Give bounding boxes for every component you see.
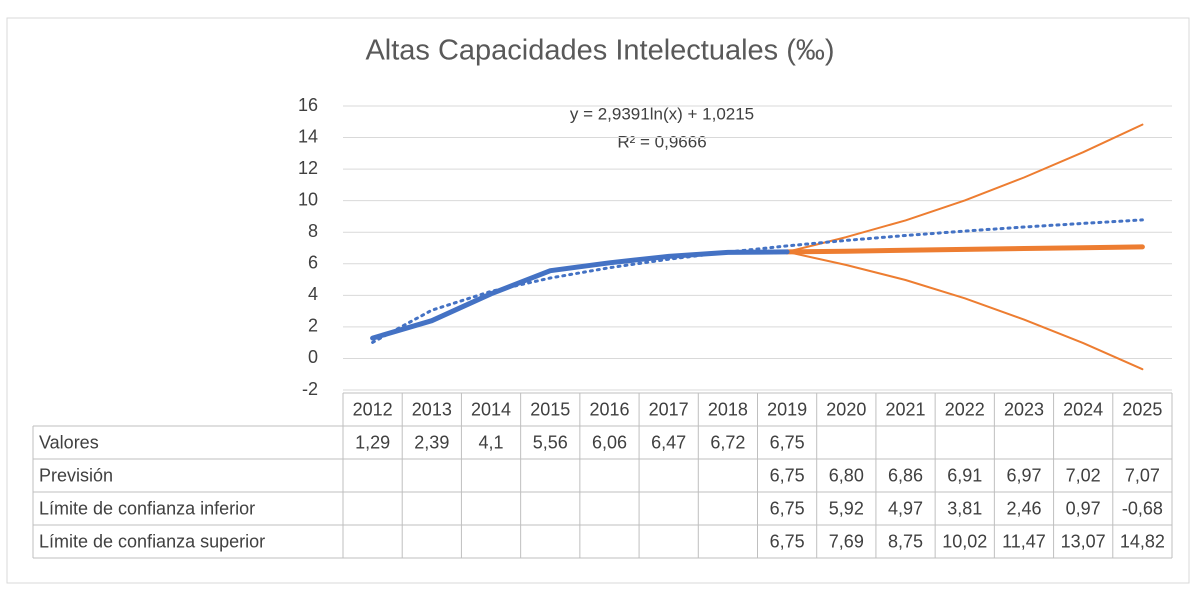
x-tick-label: 2020	[826, 399, 866, 419]
table-row-label: Valores	[39, 432, 99, 452]
y-tick-label: 10	[298, 189, 318, 209]
chart-title: Altas Capacidades Intelectuales (‰)	[365, 35, 834, 67]
y-tick-label: 4	[308, 284, 318, 304]
table-cell: 14,82	[1120, 531, 1165, 551]
y-tick-label: 0	[308, 347, 318, 367]
table-cell: 0,97	[1066, 498, 1101, 518]
table-cell: 4,1	[479, 432, 504, 452]
table-cell: 1,29	[355, 432, 390, 452]
table-cell: 6,72	[710, 432, 745, 452]
table-cell: 11,47	[1002, 531, 1046, 551]
y-tick-label: 6	[308, 253, 318, 273]
x-tick-label: 2023	[1004, 399, 1044, 419]
table-cell: 6,86	[888, 465, 923, 485]
table-cell: 6,91	[947, 465, 982, 485]
x-tick-label: 2017	[649, 399, 689, 419]
x-tick-label: 2012	[353, 399, 393, 419]
chart-frame	[6, 17, 1190, 584]
annotation: y = 2,9391ln(x) + 1,0215	[570, 104, 754, 123]
table-cell: 8,75	[888, 531, 923, 551]
table-cell: 5,56	[533, 432, 568, 452]
annotation: R² = 0,9666	[617, 132, 706, 151]
table-row-label: Límite de confianza inferior	[39, 498, 255, 518]
table-cell: 10,02	[942, 531, 987, 551]
table-cell: 2,39	[414, 432, 449, 452]
x-tick-label: 2024	[1063, 399, 1103, 419]
y-tick-label: 2	[308, 316, 318, 336]
x-tick-label: 2016	[589, 399, 629, 419]
table-cell: 6,75	[770, 498, 805, 518]
table-cell: 7,69	[829, 531, 864, 551]
table-cell: 7,02	[1066, 465, 1101, 485]
y-tick-label: 8	[308, 221, 318, 241]
table-cell: 6,75	[770, 465, 805, 485]
table-cell: 13,07	[1061, 531, 1106, 551]
series-line	[784, 244, 1145, 255]
table-row-label: Límite de confianza superior	[39, 531, 265, 551]
table-cell: 6,06	[592, 432, 627, 452]
table-cell: 6,47	[651, 432, 686, 452]
trend-line	[371, 218, 1144, 344]
series-line	[786, 250, 1144, 371]
x-tick-label: 2019	[767, 399, 807, 419]
x-tick-label: 2013	[412, 399, 452, 419]
x-tick-label: 2022	[945, 399, 985, 419]
table-cell: 6,75	[770, 531, 805, 551]
table-cell: 7,07	[1125, 465, 1160, 485]
x-tick-label: 2018	[708, 399, 748, 419]
y-tick-label: 14	[298, 126, 318, 146]
x-tick-label: 2021	[886, 399, 926, 419]
table-cell: 6,97	[1006, 465, 1041, 485]
y-tick-label: 12	[298, 158, 318, 178]
table-row-label: Previsión	[39, 465, 113, 485]
table-cell: 5,92	[829, 498, 864, 518]
y-tick-label: -2	[302, 379, 318, 399]
table-cell: 6,80	[829, 465, 864, 485]
x-tick-label: 2014	[471, 399, 511, 419]
series-line	[786, 123, 1144, 253]
table-cell: 3,81	[947, 498, 982, 518]
table-cell: 6,75	[770, 432, 805, 452]
table-cell: 2,46	[1006, 498, 1041, 518]
y-tick-label: 16	[298, 95, 318, 115]
x-tick-label: 2025	[1122, 399, 1162, 419]
table-cell: -0,68	[1122, 498, 1163, 518]
table-cell: 4,97	[888, 498, 923, 518]
x-tick-label: 2015	[530, 399, 570, 419]
